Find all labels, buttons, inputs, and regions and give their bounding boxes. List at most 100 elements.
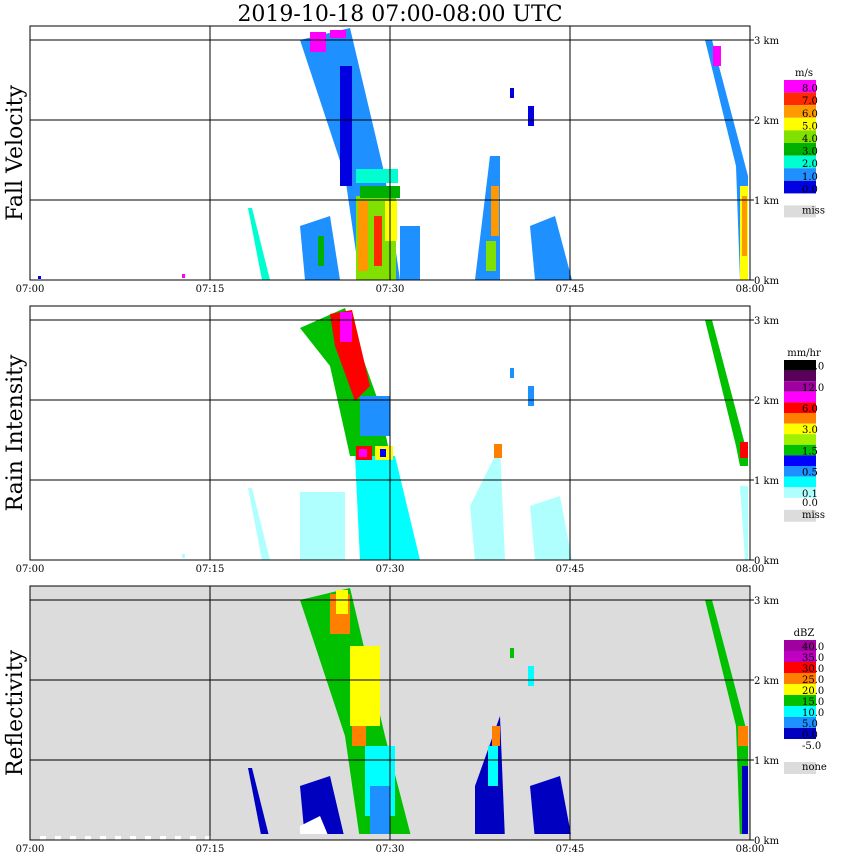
legend-label: 0.0	[802, 184, 818, 195]
echo-cell	[330, 30, 346, 38]
legend-unit: m/s	[795, 68, 813, 79]
y-tick-label: 1 km	[754, 476, 780, 487]
echo-cell	[492, 726, 500, 746]
echo-streak	[355, 456, 420, 560]
echo-cell	[205, 836, 211, 840]
echo-cell	[360, 396, 390, 436]
echo-cell	[100, 836, 106, 840]
panel-title: Rain Intensity	[3, 354, 28, 511]
chart-title: 2019-10-18 07:00-08:00 UTC	[237, 2, 563, 27]
legend-swatch	[784, 640, 816, 651]
legend-swatch	[784, 143, 816, 156]
legend-swatch	[784, 117, 816, 131]
legend-swatch	[784, 466, 816, 477]
legend-swatch	[784, 717, 816, 728]
x-tick-label: 07:15	[196, 564, 225, 575]
x-tick-label: 07:30	[376, 564, 405, 575]
legend-label: 30.0	[802, 664, 824, 675]
legend-swatch	[784, 370, 816, 382]
echo-cell	[356, 169, 398, 183]
legend-swatch	[784, 662, 816, 673]
legend-swatch	[784, 155, 816, 169]
legend-miss-swatch	[784, 509, 816, 522]
legend-miss-swatch	[784, 205, 816, 218]
echo-cell	[160, 836, 166, 840]
y-tick-label: 2 km	[754, 676, 780, 687]
echo-cell	[182, 554, 185, 558]
echo-streak	[530, 216, 572, 280]
echoes	[38, 28, 748, 280]
echoes	[182, 308, 748, 560]
echo-cell	[742, 766, 748, 840]
echo-cell	[190, 836, 196, 840]
x-tick-label: 07:30	[376, 844, 405, 855]
echo-cell	[510, 648, 514, 658]
echo-cell	[738, 726, 748, 746]
x-tick-label: 07:45	[556, 844, 585, 855]
legend-swatch	[784, 434, 816, 445]
y-tick-label: 0 km	[754, 276, 780, 287]
legend-swatch	[784, 455, 816, 466]
legend-swatch	[784, 651, 816, 662]
x-tick-label: 07:30	[376, 284, 405, 295]
legend-swatch	[784, 684, 816, 695]
echo-streak	[530, 776, 572, 840]
x-tick-label: 07:00	[16, 564, 45, 575]
legend-label: 7.0	[802, 96, 818, 107]
echo-cell	[340, 312, 352, 342]
x-tick-label: 07:15	[196, 844, 225, 855]
legend-swatch	[784, 739, 816, 750]
plot-frame	[29, 305, 751, 561]
legend-swatch	[784, 391, 816, 403]
echo-cell	[510, 368, 514, 378]
y-tick-label: 2 km	[754, 116, 780, 127]
echo-cell	[528, 106, 534, 126]
legend-label: 4.0	[802, 134, 818, 145]
legend-swatch	[784, 423, 816, 435]
x-tick-label: 07:45	[556, 284, 585, 295]
legend-label: -5.0	[802, 741, 821, 752]
echo-cell	[318, 236, 324, 266]
legend-swatch	[784, 476, 816, 488]
echo-cell	[742, 196, 747, 256]
y-tick-label: 3 km	[754, 36, 780, 47]
echo-cell	[358, 201, 368, 271]
legend-label: 1.0	[802, 172, 818, 183]
legend-miss-label: none	[802, 762, 827, 773]
legend-swatch	[784, 180, 816, 194]
legend-label: 40.0	[802, 642, 824, 653]
legend-swatch	[784, 487, 816, 498]
echo-streak	[248, 768, 270, 840]
echo-cell	[360, 186, 400, 198]
echo-cell	[380, 449, 386, 457]
echo-cell	[370, 786, 390, 840]
echo-cell	[528, 666, 534, 686]
legend-miss-swatch	[784, 762, 816, 774]
echo-cell	[182, 274, 185, 278]
echo-streak	[470, 446, 505, 560]
legend-swatch	[784, 444, 816, 456]
legend-zero-label: 0.0	[802, 498, 818, 509]
panel-title: Fall Velocity	[3, 85, 28, 221]
plot-frame	[29, 585, 751, 841]
legend-swatch	[784, 360, 816, 371]
legend-label: 6.0	[802, 404, 818, 415]
legend-label: 6.0	[802, 109, 818, 120]
legend-miss-label: miss	[802, 510, 825, 521]
y-tick-label: 2 km	[754, 396, 780, 407]
echo-cell	[55, 836, 61, 840]
echo-cell	[385, 201, 397, 241]
legend-swatch	[784, 706, 816, 717]
echo-streak	[300, 492, 345, 560]
echo-cell	[740, 442, 748, 458]
legend-label: 0.5	[802, 468, 818, 479]
echo-cell	[374, 216, 382, 266]
echo-cell	[486, 241, 496, 271]
legend-label: 5.0	[802, 719, 818, 730]
x-tick-label: 08:00	[736, 284, 765, 295]
panel-title: Reflectivity	[3, 649, 28, 776]
legend-label: 10.0	[802, 708, 824, 719]
echo-cell	[494, 444, 502, 458]
legend-label: 0.0	[802, 730, 818, 741]
